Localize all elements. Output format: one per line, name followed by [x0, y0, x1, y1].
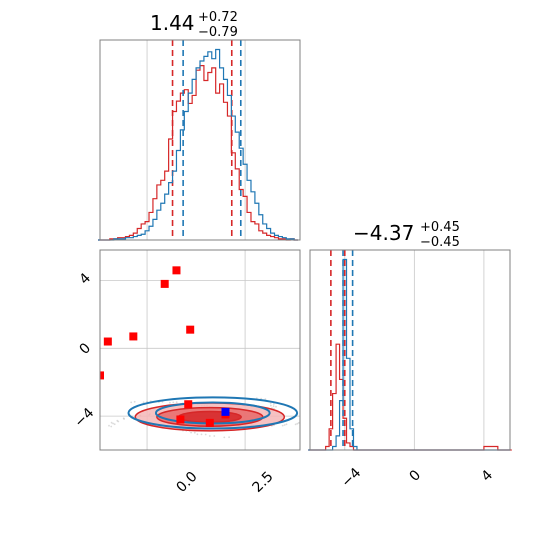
joint-sample-point [307, 422, 309, 424]
joint-sample-point [272, 403, 275, 405]
hist2-frame [309, 249, 511, 451]
joint-sample-point [272, 405, 275, 407]
joint-ytick-1: 0 [77, 340, 95, 358]
joint-marker-red-8 [205, 418, 214, 427]
joint-marker-red-2 [129, 332, 138, 341]
title-param-1-value: 1.44 [150, 11, 195, 35]
hist2-xtick-1: 0 [407, 467, 425, 485]
joint-sample-point [110, 421, 113, 424]
joint-marker-red-0 [100, 371, 104, 380]
joint-sample-point [117, 420, 120, 423]
hist1-step-blue [98, 48, 299, 241]
joint-sample-point [318, 420, 320, 422]
joint-sample-point [204, 433, 207, 436]
joint-sample-point [264, 398, 267, 400]
joint-sample-point [122, 417, 125, 420]
joint-sample-point [275, 405, 277, 408]
joint-ytick-2: −4 [72, 405, 98, 431]
joint-sample-point [172, 401, 175, 404]
joint-sample-point [108, 424, 110, 427]
title-param-1-plus: +0.72 [198, 10, 238, 25]
hist2-step-blue [308, 258, 510, 451]
hist2-xtick-2: 4 [479, 467, 497, 485]
joint-sample-point [285, 423, 288, 426]
joint-sample-point [269, 402, 272, 405]
title-param-1-minus: −0.79 [198, 25, 238, 40]
title-param-2-plus: +0.45 [420, 220, 460, 235]
joint-contour-blue-0 [127, 396, 299, 430]
joint-sample-point [196, 433, 199, 436]
joint-marker-red-4 [172, 266, 181, 275]
joint-ytick-0: 4 [77, 270, 95, 288]
joint-sample-point [113, 423, 116, 426]
joint-sample-point [110, 425, 113, 428]
joint-marker-blue-0 [221, 407, 230, 416]
joint-sample-point [213, 435, 216, 437]
joint-sample-point [200, 433, 203, 436]
joint-sample-point [228, 436, 231, 439]
hist1-frame [99, 39, 301, 241]
joint-panel [100, 250, 321, 450]
joint-sample-point [319, 419, 321, 421]
hist-panel-param-2 [308, 249, 512, 451]
joint-marker-red-3 [160, 279, 169, 288]
joint-sample-point [283, 424, 286, 426]
joint-sample-point [169, 401, 171, 404]
joint-sample-point [123, 418, 125, 420]
joint-sample-point [270, 404, 272, 407]
title-param-2-minus: −0.45 [420, 235, 460, 250]
joint-sample-point [130, 401, 133, 404]
joint-marker-red-1 [103, 337, 112, 346]
joint-frame [99, 249, 301, 451]
joint-marker-red-7 [184, 400, 193, 409]
joint-sample-point [116, 419, 119, 422]
joint-frame-group [99, 249, 301, 451]
hist-panel-param-1 [98, 39, 301, 241]
joint-sample-point [317, 421, 319, 423]
joint-marker-red-6 [176, 415, 185, 424]
joint-sample-point [142, 401, 145, 404]
hist1-step-red [98, 64, 299, 241]
joint-sample-point [175, 401, 178, 404]
joint-sample-point [112, 422, 114, 425]
hist2-xtick-0: −4 [339, 465, 365, 491]
joint-sample-point [190, 431, 193, 434]
joint-sample-point [193, 431, 196, 434]
joint-sample-point [223, 436, 226, 439]
joint-sample-point [294, 423, 297, 426]
joint-sample-point [133, 400, 136, 403]
joint-sample-point [297, 422, 300, 424]
hist2-step-red [308, 343, 512, 451]
joint-xtick-0: 0.0 [174, 469, 201, 496]
joint-marker-red-5 [186, 325, 195, 334]
joint-sample-point [208, 435, 211, 437]
joint-xtick-1: 2.5 [250, 469, 277, 496]
joint-sample-point [281, 424, 284, 427]
joint-sample-point [296, 422, 299, 425]
title-param-2-value: −4.37 [353, 221, 414, 245]
